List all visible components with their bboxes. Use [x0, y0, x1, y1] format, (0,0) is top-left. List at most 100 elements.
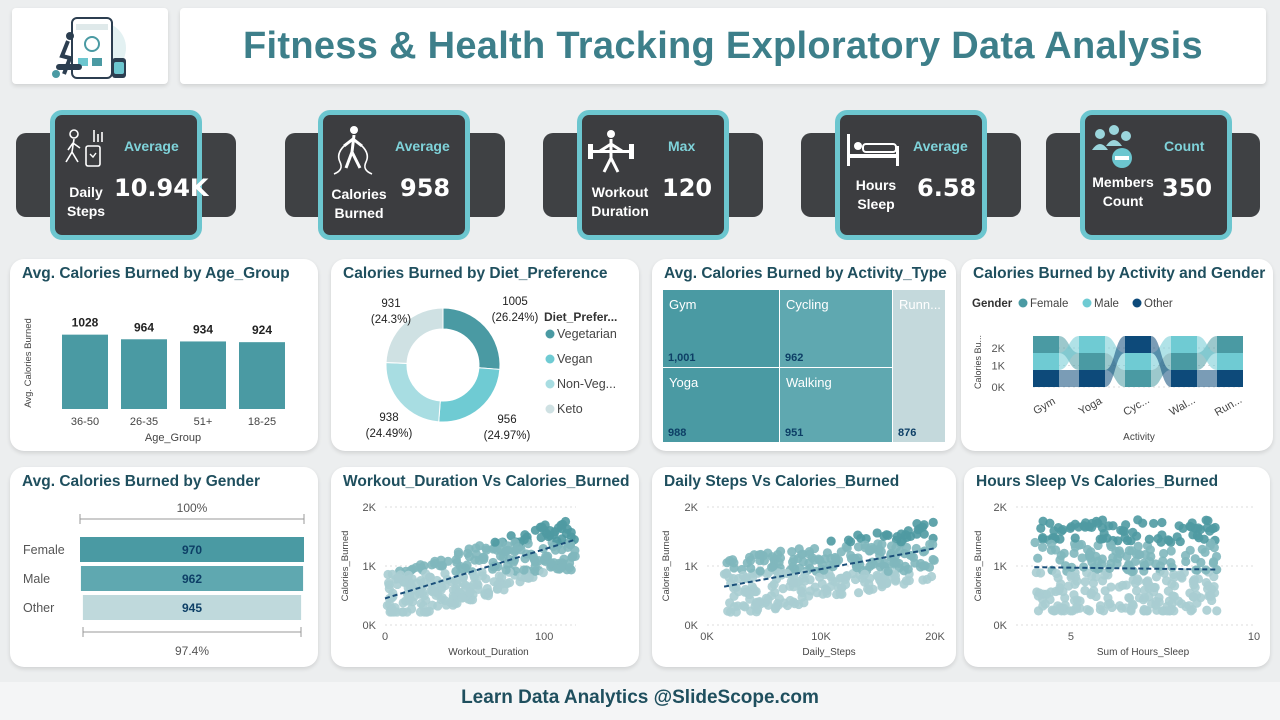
- funnel-bar: [80, 537, 304, 562]
- scatter-x-tick: 10: [1248, 631, 1260, 643]
- ribbon-band: [1197, 336, 1217, 370]
- scatter-point: [451, 566, 461, 576]
- scatter-point: [469, 571, 479, 581]
- scatter-point: [1124, 592, 1134, 603]
- scatter-point: [1060, 561, 1071, 571]
- diet-slice-pct-label: (24.49%): [366, 428, 413, 440]
- scatter-point: [384, 584, 394, 594]
- scatter-point: [826, 536, 836, 546]
- scatter-x-axis-label: Sum of Hours_Sleep: [1097, 647, 1190, 658]
- scatter-point: [880, 558, 890, 568]
- activity-gender-chart-title: Calories Burned by Activity and Gender: [973, 265, 1266, 282]
- ribbon-column-segment: [1217, 353, 1243, 370]
- scatter-point: [1053, 573, 1063, 583]
- ribbon-column-segment: [1125, 353, 1151, 370]
- scatter-point: [865, 561, 875, 572]
- scatter-point: [1172, 532, 1182, 542]
- scatter-point: [568, 551, 578, 561]
- ribbon-band: [1151, 336, 1171, 387]
- age-bar: [180, 341, 226, 409]
- scatter-point: [1058, 524, 1068, 535]
- scatter-point: [1209, 543, 1219, 553]
- scatter-point: [426, 578, 436, 588]
- age-x-axis-label: Age_Group: [145, 432, 201, 444]
- scatter-point: [1060, 593, 1070, 603]
- scatter-point: [719, 569, 730, 579]
- scatter-point: [822, 548, 833, 558]
- treemap-tile-name: Walking: [786, 375, 832, 390]
- kpi-steps-stat: Average: [124, 138, 179, 154]
- scatter-point: [1102, 533, 1112, 543]
- scatter-point: [538, 568, 548, 578]
- scatter-x-tick: 0: [382, 631, 388, 643]
- ribbon-y-tick: 0K: [992, 382, 1006, 394]
- battle-rope-icon: [333, 126, 373, 175]
- scatter-point: [856, 533, 866, 544]
- scatter-point: [1201, 515, 1211, 525]
- ribbon-x-tick: Cyc...: [1121, 394, 1151, 418]
- scatter-point: [846, 554, 857, 564]
- scatter-point: [1150, 582, 1160, 593]
- scatter-point: [797, 583, 807, 593]
- scatter-point: [465, 587, 475, 598]
- scatter-point: [782, 568, 793, 579]
- scatter-point: [882, 578, 892, 589]
- ribbon-band: [1105, 336, 1125, 387]
- scatter-point: [1156, 537, 1166, 547]
- funnel-category-label: Male: [23, 572, 50, 586]
- scatter-point: [437, 560, 447, 571]
- scatter-point: [1089, 586, 1099, 596]
- kpi-members-stat: Count: [1164, 138, 1205, 154]
- scatter-point: [828, 561, 838, 572]
- scatter-point: [1180, 550, 1191, 561]
- scatter-point: [1113, 553, 1123, 564]
- scatter-y-tick: 2K: [363, 502, 377, 514]
- scatter-point: [1144, 534, 1154, 544]
- scatter-point: [406, 581, 417, 591]
- sleep-scatter-panel: Hours Sleep Vs Calories_Burned 0K 1K 2K Cal…: [964, 467, 1270, 667]
- scatter-point: [422, 607, 432, 617]
- scatter-point: [745, 594, 755, 604]
- scatter-point: [418, 587, 428, 598]
- scatter-point: [852, 562, 862, 573]
- scatter-point: [860, 569, 870, 579]
- scatter-point: [790, 564, 800, 574]
- kpi-steps-label-line1: Daily: [69, 184, 103, 200]
- kpi-card-sleep: [835, 110, 987, 240]
- scatter-point: [1036, 523, 1046, 533]
- activity-gender-ribbon-chart: Gender Female Male Other 0K 1K 2K Calories Bu..…: [972, 298, 1244, 443]
- ribbon-x-tick: Wal...: [1167, 394, 1197, 418]
- scatter-point: [1098, 606, 1109, 616]
- scatter-point: [1179, 568, 1189, 578]
- scatter-point: [510, 538, 520, 548]
- scatter-point: [1170, 581, 1180, 591]
- scatter-point: [564, 563, 575, 573]
- kpi-calories-stat: Average: [395, 138, 450, 154]
- scatter-point: [876, 546, 886, 557]
- bed-icon: [847, 134, 899, 166]
- scatter-point: [495, 551, 506, 561]
- scatter-point: [825, 582, 835, 592]
- ribbon-column-segment: [1125, 370, 1151, 387]
- scatter-point: [758, 551, 768, 561]
- diet-legend-title: Diet_Prefer...: [544, 310, 617, 324]
- scatter-point: [904, 576, 914, 586]
- scatter-point: [519, 565, 529, 575]
- scatter-point: [928, 554, 938, 565]
- scatter-trend-line: [1034, 566, 1218, 571]
- scatter-point: [872, 570, 882, 580]
- scatter-y-tick: 2K: [685, 502, 699, 514]
- funnel-top-label: 100%: [177, 501, 208, 515]
- ribbon-legend-label: Male: [1094, 298, 1119, 310]
- kpi-sleep-label-line2: Sleep: [857, 196, 895, 212]
- scatter-point: [826, 572, 836, 582]
- funnel-bar-value: 962: [182, 572, 202, 586]
- scatter-x-tick: 5: [1068, 631, 1074, 643]
- fitness-tracker-illustration-icon: [52, 17, 126, 79]
- scatter-point: [1157, 606, 1167, 616]
- ribbon-x-tick: Yoga: [1077, 395, 1105, 418]
- scatter-point: [565, 540, 576, 550]
- scatter-point: [387, 569, 397, 579]
- scatter-point: [762, 569, 772, 579]
- scatter-y-axis-label: Calories_Burned: [340, 531, 351, 602]
